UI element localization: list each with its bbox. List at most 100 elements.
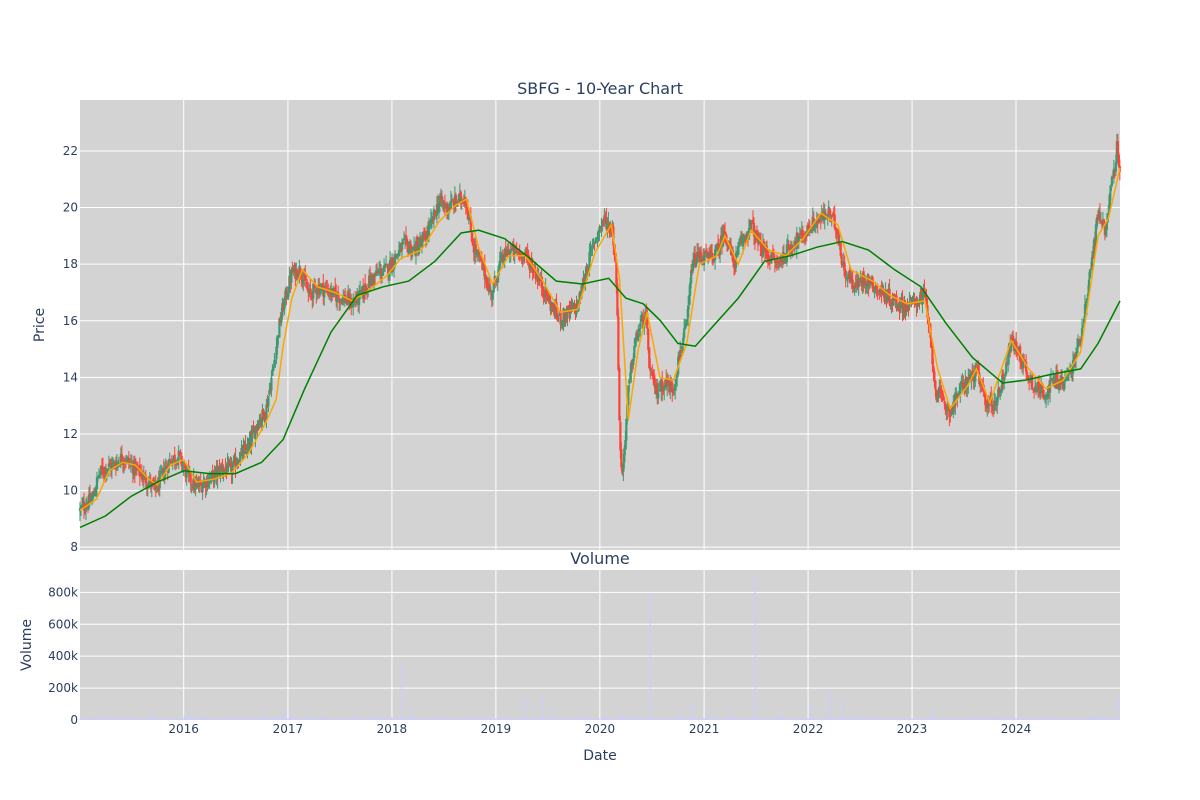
volume-bar	[1020, 718, 1022, 720]
candle-body	[606, 223, 609, 229]
volume-bar	[478, 719, 480, 720]
volume-bar	[578, 718, 580, 720]
candle-body	[1002, 372, 1005, 380]
candle-body	[228, 462, 231, 465]
candle-body	[675, 378, 678, 385]
volume-bar	[1092, 716, 1094, 720]
volume-bar-spike	[691, 702, 693, 720]
candle-body	[1090, 256, 1094, 270]
candle-body	[663, 386, 666, 391]
volume-bar	[80, 718, 82, 720]
volume-bar	[841, 718, 843, 720]
volume-bar	[346, 719, 348, 720]
volume-bar	[308, 718, 310, 720]
candle-body	[491, 291, 494, 300]
candle-body	[464, 197, 467, 207]
volume-bar	[530, 719, 532, 720]
volume-bar	[862, 719, 864, 720]
volume-bar	[105, 719, 107, 720]
volume-bar	[560, 719, 562, 720]
volume-bar	[1075, 719, 1077, 720]
volume-bar	[876, 719, 878, 720]
volume-bar	[723, 719, 725, 720]
volume-bar	[898, 718, 900, 720]
volume-bar	[368, 718, 370, 720]
candle-body	[970, 373, 973, 381]
volume-bar	[292, 718, 294, 720]
volume-bar	[499, 719, 501, 720]
volume-bar	[346, 718, 348, 720]
candle-body	[327, 289, 330, 296]
volume-bar	[994, 718, 996, 720]
volume-bar	[662, 719, 664, 720]
volume-bar	[434, 718, 436, 720]
volume-bar-spike	[729, 711, 731, 720]
volume-bar	[1045, 718, 1047, 720]
candle-body	[454, 194, 457, 204]
volume-bar	[782, 718, 784, 720]
volume-bar	[917, 718, 919, 720]
volume-bar	[446, 719, 448, 720]
candle-body	[1079, 340, 1083, 343]
volume-bar	[942, 718, 944, 720]
volume-bar	[339, 718, 341, 720]
candle-body	[478, 255, 481, 257]
volume-bar	[201, 719, 203, 720]
candle-body	[1003, 377, 1006, 382]
volume-bar	[500, 718, 502, 720]
volume-bar	[1081, 718, 1083, 720]
volume-bar	[857, 718, 859, 720]
candle-body	[680, 350, 683, 352]
volume-bar	[912, 718, 914, 720]
volume-bar	[260, 719, 262, 720]
volume-bar	[1051, 719, 1053, 720]
candle-body	[886, 295, 889, 302]
volume-bar	[1074, 718, 1076, 720]
candle-body	[229, 463, 232, 465]
volume-bar	[478, 718, 480, 720]
volume-bar	[1059, 719, 1061, 720]
candle-body	[1076, 340, 1080, 348]
candle-body	[557, 314, 560, 316]
volume-bar	[494, 718, 496, 720]
volume-bar	[583, 718, 585, 720]
volume-bar	[277, 719, 279, 720]
volume-bar	[936, 719, 938, 720]
volume-bar	[513, 719, 515, 720]
volume-bar	[393, 718, 395, 720]
candle-body	[747, 228, 751, 240]
candle-body	[383, 265, 387, 267]
candle-body	[287, 291, 290, 297]
volume-bar	[358, 718, 360, 720]
volume-bar	[811, 718, 813, 720]
volume-bar	[476, 718, 478, 720]
candle-body	[459, 191, 462, 202]
volume-bar	[882, 718, 884, 720]
candle-body	[540, 276, 543, 288]
volume-bar	[972, 717, 974, 720]
volume-bar	[948, 718, 950, 720]
volume-bar	[302, 718, 304, 720]
volume-bar	[398, 719, 400, 720]
candle-body	[673, 389, 676, 392]
volume-bar	[877, 718, 879, 720]
volume-bar	[979, 718, 981, 720]
volume-bar	[616, 718, 618, 720]
volume-bar	[775, 718, 777, 720]
volume-bar	[348, 718, 350, 720]
candle-body	[530, 261, 533, 265]
candle-body	[755, 231, 759, 240]
volume-bar	[869, 718, 871, 720]
volume-bar	[615, 719, 617, 720]
candle-body	[400, 243, 404, 251]
volume-bar	[799, 719, 801, 720]
volume-bar	[454, 718, 456, 720]
volume-bar	[207, 719, 209, 720]
volume-bar	[844, 719, 846, 720]
volume-bar	[633, 718, 635, 720]
chart-title: SBFG - 10-Year Chart	[517, 79, 683, 98]
volume-bar	[730, 717, 732, 720]
candle-body	[910, 298, 913, 300]
candle-body	[97, 474, 101, 477]
volume-bar	[1038, 718, 1040, 720]
